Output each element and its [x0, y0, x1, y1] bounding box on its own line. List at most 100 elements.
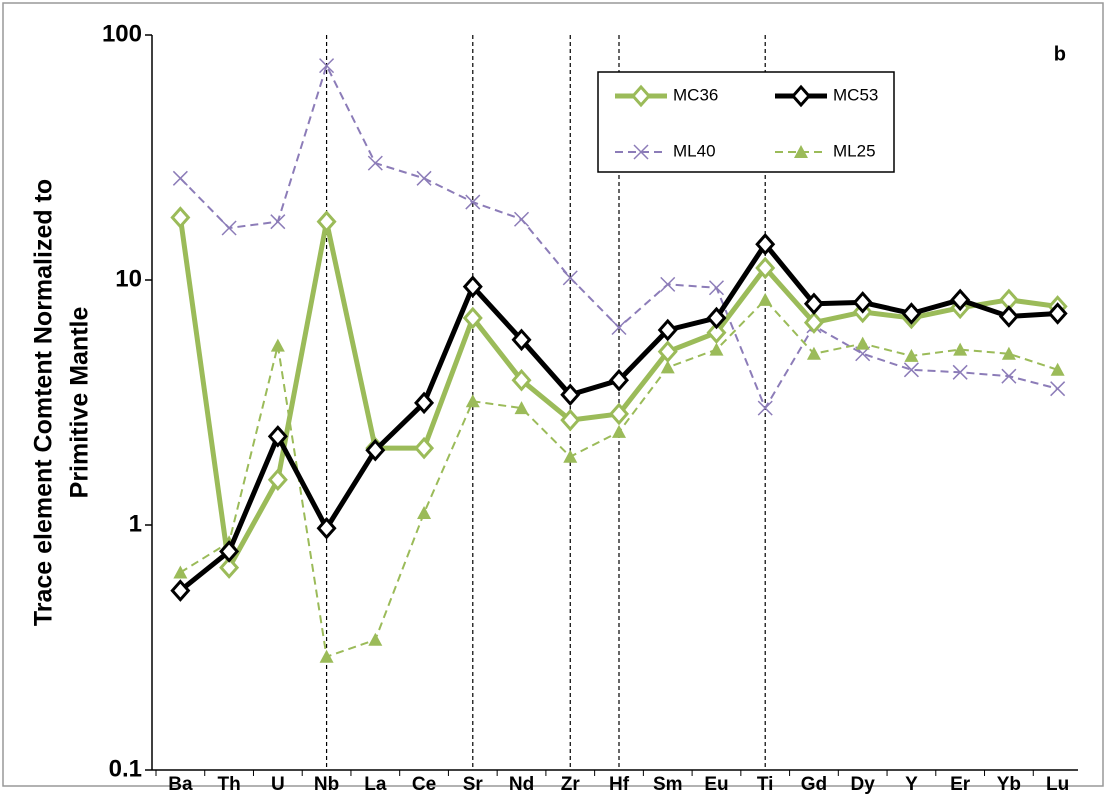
marker: [608, 368, 630, 392]
marker: [612, 424, 626, 438]
marker: [270, 214, 286, 230]
marker: [1047, 302, 1068, 325]
x-tick-label: Ce: [412, 774, 436, 795]
marker: [368, 632, 383, 646]
marker: [657, 318, 678, 342]
series: [173, 292, 1065, 663]
x-tick-label: Sr: [463, 774, 484, 795]
marker: [708, 280, 725, 296]
marker: [267, 468, 288, 492]
marker: [219, 540, 240, 563]
marker: [1001, 368, 1017, 384]
marker: [417, 505, 432, 519]
marker: [758, 292, 773, 306]
marker: [462, 275, 483, 298]
marker: [608, 402, 630, 426]
marker: [316, 210, 337, 233]
marker: [790, 84, 812, 108]
marker: [514, 401, 529, 415]
x-tick-label: Y: [905, 774, 918, 795]
legend-label: ML25: [833, 141, 876, 160]
marker: [563, 449, 578, 463]
x-tick-label: Th: [217, 774, 240, 795]
x-tick-label: Zr: [561, 774, 581, 795]
marker: [173, 565, 188, 579]
x-tick-label: Sm: [653, 774, 683, 795]
marker: [755, 256, 776, 280]
marker: [172, 170, 188, 186]
marker: [903, 362, 919, 378]
x-tick-label: Ti: [757, 774, 774, 795]
marker: [904, 348, 919, 362]
y-tick-label: 1: [129, 510, 142, 537]
marker: [414, 436, 435, 460]
marker: [367, 155, 383, 171]
series: [170, 232, 1068, 602]
marker: [513, 211, 530, 227]
marker: [511, 368, 532, 392]
annotation: b: [1054, 43, 1066, 65]
marker: [757, 400, 773, 416]
marker: [633, 144, 649, 160]
marker: [660, 276, 676, 292]
marker: [611, 319, 627, 336]
x-tick-label: Nb: [314, 774, 339, 795]
marker: [416, 170, 432, 186]
x-tick-label: U: [271, 774, 285, 795]
marker: [630, 84, 652, 108]
x-tick-label: Yb: [997, 774, 1021, 795]
marker: [219, 556, 240, 579]
x-tick-label: Ba: [168, 774, 193, 795]
y-axis-label: Trace element Comtent Normalized to: [30, 179, 58, 626]
marker: [855, 336, 870, 350]
marker: [803, 311, 824, 334]
marker: [319, 58, 335, 74]
marker: [465, 394, 480, 408]
marker: [998, 305, 1019, 328]
marker: [950, 288, 971, 312]
marker: [755, 232, 776, 256]
marker: [562, 270, 578, 286]
marker: [1001, 346, 1016, 360]
x-tick-label: Eu: [704, 774, 728, 795]
marker: [414, 391, 435, 415]
legend-label: MC53: [833, 85, 878, 104]
marker: [465, 194, 481, 210]
legend-label: ML40: [673, 141, 716, 160]
x-tick-label: La: [364, 774, 387, 795]
marker: [660, 360, 675, 374]
marker: [803, 292, 824, 316]
marker: [852, 291, 873, 314]
x-tick-label: Gd: [801, 774, 827, 795]
marker: [221, 220, 237, 236]
marker: [270, 338, 285, 352]
marker: [709, 342, 724, 356]
marker: [365, 438, 386, 462]
legend-label: MC36: [673, 85, 718, 104]
marker: [706, 306, 727, 330]
y-tick-label: 100: [102, 20, 142, 47]
marker: [794, 145, 808, 158]
x-tick-label: Nd: [509, 774, 534, 795]
marker: [1050, 362, 1065, 376]
marker: [706, 321, 727, 344]
marker: [560, 408, 581, 432]
y-tick-label: 10: [115, 265, 142, 292]
x-tick-label: Dy: [851, 774, 876, 795]
marker: [170, 579, 191, 602]
marker: [511, 328, 532, 352]
x-tick-label: Er: [950, 774, 971, 795]
marker: [319, 649, 334, 663]
y-axis-label: Primitive Mantle: [66, 307, 94, 499]
marker: [1050, 381, 1066, 397]
x-tick-label: Hf: [609, 774, 630, 795]
marker: [316, 516, 337, 540]
marker: [462, 306, 483, 330]
marker: [267, 425, 288, 448]
marker: [170, 206, 191, 229]
legend-box: [597, 71, 895, 173]
marker: [560, 383, 581, 407]
